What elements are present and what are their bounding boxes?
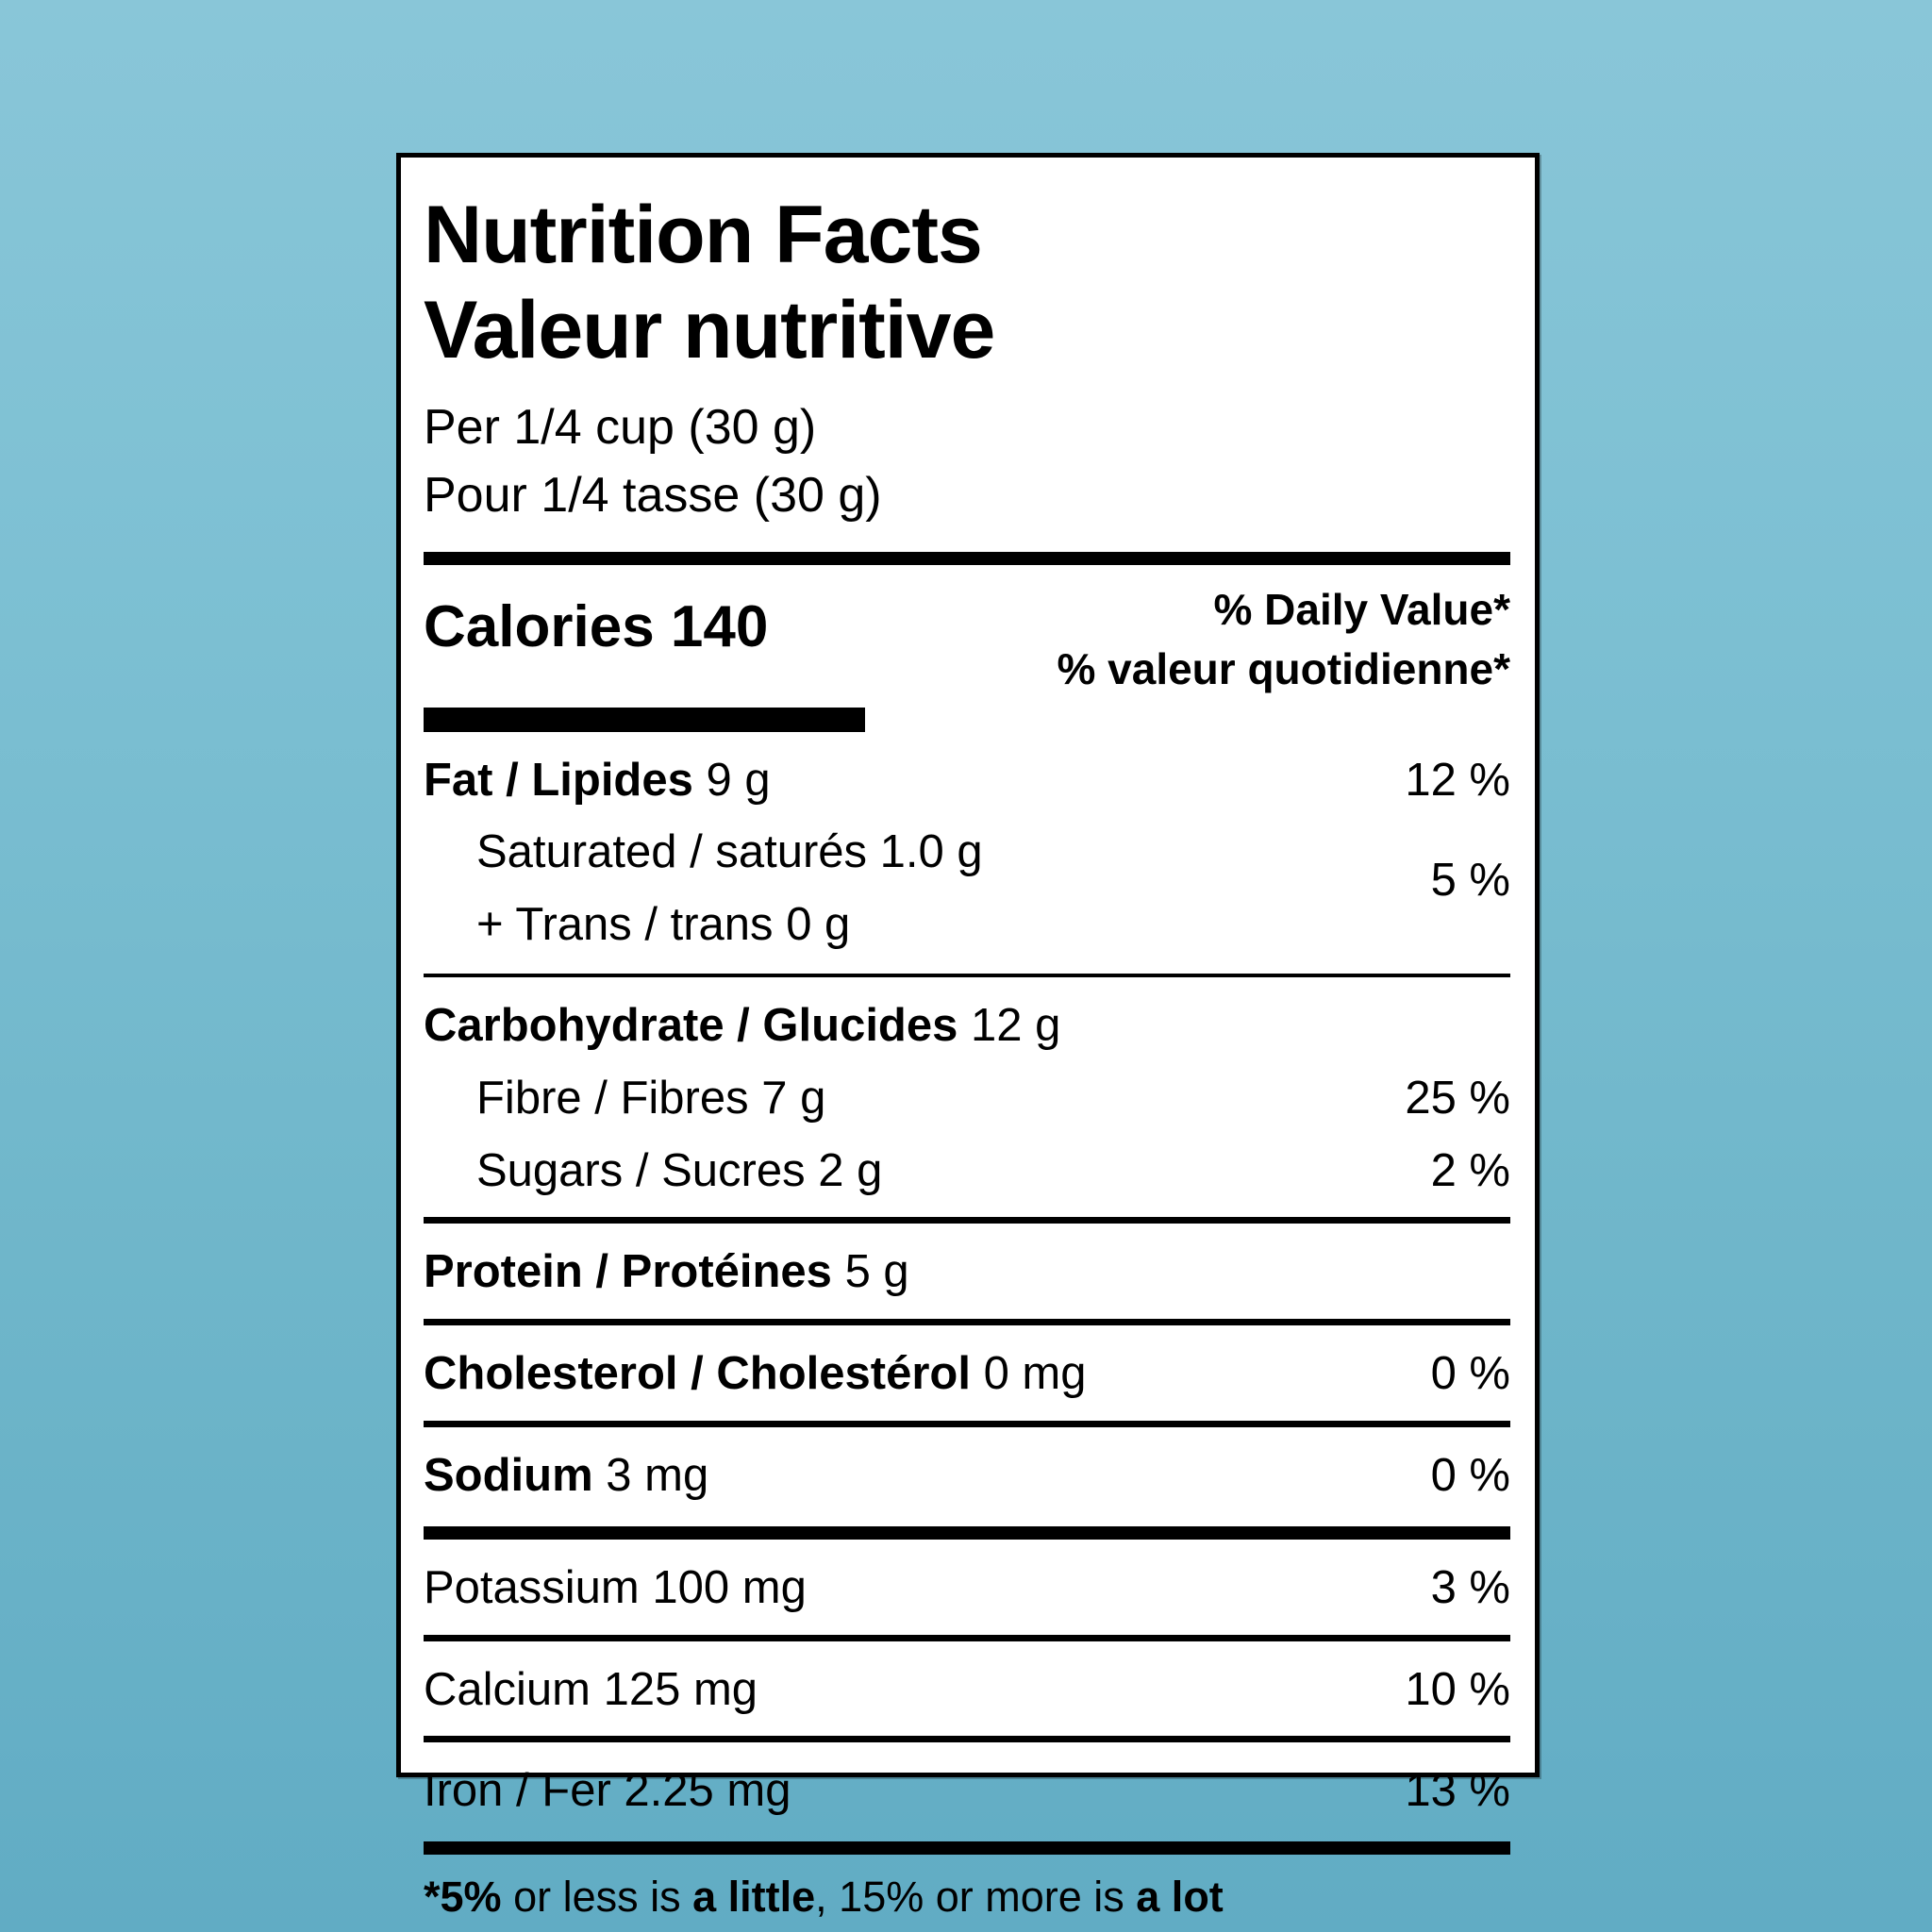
- row-fat: Fat / Lipides 9 g 12 %: [424, 753, 1510, 808]
- saturated-trans-lines: Saturated / saturés 1.0 g + Trans / tran…: [424, 808, 983, 953]
- calories-header: Calories 140 % Daily Value* % valeur quo…: [424, 580, 1510, 697]
- daily-value-header-french: % valeur quotidienne*: [1057, 643, 1510, 693]
- footnote-en-a-little: a little: [692, 1873, 816, 1922]
- calcium-daily-value: 10 %: [1405, 1663, 1510, 1715]
- nutrition-facts-label: Nutrition Facts Valeur nutritive Per 1/4…: [396, 153, 1540, 1921]
- sodium-amount: 3 mg: [606, 1450, 709, 1501]
- separator-after-potassium: [424, 1634, 1510, 1641]
- cholesterol-amount: 0 mg: [983, 1348, 1087, 1400]
- sugars-name: Sugars / Sucres: [476, 1144, 806, 1196]
- row-saturated: Saturated / saturés 1.0 g: [424, 824, 983, 880]
- calories-value: 140: [670, 594, 769, 660]
- serving-size-english: Per 1/4 cup (30 g): [424, 399, 817, 455]
- sodium-name: Sodium: [424, 1450, 593, 1501]
- separator-after-cholesterol: [424, 1421, 1510, 1427]
- iron-amount: 2.25 mg: [624, 1765, 791, 1817]
- protein-name-and-amount: Protein / Protéines 5 g: [424, 1244, 909, 1300]
- cholesterol-name-and-amount: Cholesterol / Cholestérol 0 mg: [424, 1346, 1087, 1402]
- saturated-trans-daily-value: 5 %: [1430, 854, 1510, 906]
- daily-value-header-english: % Daily Value*: [1213, 585, 1511, 635]
- row-carbohydrate: Carbohydrate / Glucides 12 g: [424, 998, 1510, 1054]
- row-sugars: Sugars / Sucres 2 g 2 %: [424, 1143, 1510, 1199]
- separator-after-sugars: [424, 1217, 1510, 1224]
- iron-daily-value: 13 %: [1405, 1765, 1510, 1817]
- trans-name: + Trans / trans: [476, 899, 774, 951]
- footnote-en-asterisk: *5%: [424, 1873, 502, 1922]
- sugars-amount: 2 g: [818, 1144, 883, 1196]
- footnote-en-text-2: , 15% or more is: [815, 1873, 1137, 1922]
- row-trans: + Trans / trans 0 g: [424, 897, 983, 953]
- fibre-name: Fibre / Fibres: [476, 1072, 749, 1124]
- row-protein: Protein / Protéines 5 g: [424, 1244, 1510, 1300]
- protein-name: Protein / Protéines: [424, 1246, 832, 1298]
- carbohydrate-name-and-amount: Carbohydrate / Glucides 12 g: [424, 998, 1060, 1054]
- calcium-amount: 125 mg: [603, 1663, 758, 1715]
- sodium-name-and-amount: Sodium 3 mg: [424, 1448, 708, 1504]
- separator-after-calcium: [424, 1736, 1510, 1743]
- saturated-trans-group: Saturated / saturés 1.0 g + Trans / tran…: [424, 808, 1510, 953]
- daily-value-header: % Daily Value* % valeur quotidienne*: [1057, 580, 1510, 697]
- row-calcium: Calcium 125 mg 10 %: [424, 1662, 1510, 1718]
- fibre-daily-value: 25 %: [1405, 1072, 1510, 1124]
- carbohydrate-amount: 12 g: [971, 1000, 1061, 1052]
- footnote-english: *5% or less is a little, 15% or more is …: [424, 1870, 1510, 1925]
- fat-daily-value: 12 %: [1405, 754, 1510, 806]
- protein-amount: 5 g: [844, 1246, 909, 1298]
- carbohydrate-name: Carbohydrate / Glucides: [424, 1000, 958, 1052]
- cholesterol-name: Cholesterol / Cholestérol: [424, 1348, 971, 1400]
- saturated-amount: 1.0 g: [879, 826, 983, 878]
- row-fibre: Fibre / Fibres 7 g 25 %: [424, 1071, 1510, 1126]
- fat-amount: 9 g: [706, 754, 771, 806]
- iron-name: Iron / Fer: [424, 1765, 611, 1817]
- potassium-name: Potassium: [424, 1561, 640, 1613]
- potassium-amount: 100 mg: [652, 1561, 807, 1613]
- trans-amount: 0 g: [786, 899, 851, 951]
- footnote-en-a-lot: a lot: [1136, 1873, 1224, 1922]
- cholesterol-daily-value: 0 %: [1430, 1348, 1510, 1400]
- saturated-name: Saturated / saturés: [476, 826, 868, 878]
- potassium-name-and-amount: Potassium 100 mg: [424, 1560, 807, 1616]
- row-sodium: Sodium 3 mg 0 %: [424, 1448, 1510, 1504]
- separator-thick-middle: [424, 1525, 1510, 1540]
- calcium-name-and-amount: Calcium 125 mg: [424, 1662, 758, 1718]
- calories-underline-bar: [424, 707, 865, 732]
- title-english: Nutrition Facts: [424, 190, 983, 280]
- fat-name-and-amount: Fat / Lipides 9 g: [424, 753, 771, 808]
- label-title: Nutrition Facts Valeur nutritive: [424, 188, 1510, 379]
- calcium-name: Calcium: [424, 1663, 591, 1715]
- row-iron: Iron / Fer 2.25 mg 13 %: [424, 1763, 1510, 1819]
- row-potassium: Potassium 100 mg 3 %: [424, 1560, 1510, 1616]
- fat-name: Fat / Lipides: [424, 754, 693, 806]
- footnote-en-text-1: or less is: [501, 1873, 693, 1922]
- calories-label: Calories: [424, 594, 655, 660]
- potassium-daily-value: 3 %: [1430, 1561, 1510, 1613]
- fibre-amount: 7 g: [761, 1072, 826, 1124]
- title-french: Valeur nutritive: [424, 285, 995, 376]
- iron-name-and-amount: Iron / Fer 2.25 mg: [424, 1763, 791, 1819]
- sodium-daily-value: 0 %: [1430, 1450, 1510, 1501]
- row-cholesterol: Cholesterol / Cholestérol 0 mg 0 %: [424, 1346, 1510, 1402]
- separator-thick-bottom: [424, 1841, 1510, 1856]
- serving-size: Per 1/4 cup (30 g) Pour 1/4 tasse (30 g): [424, 394, 1510, 530]
- calories-row: Calories 140: [424, 580, 768, 697]
- separator-after-protein: [424, 1319, 1510, 1326]
- sugars-daily-value: 2 %: [1430, 1144, 1510, 1196]
- serving-size-french: Pour 1/4 tasse (30 g): [424, 467, 882, 523]
- separator-after-trans: [424, 974, 1510, 978]
- separator-thick-top: [424, 552, 1510, 566]
